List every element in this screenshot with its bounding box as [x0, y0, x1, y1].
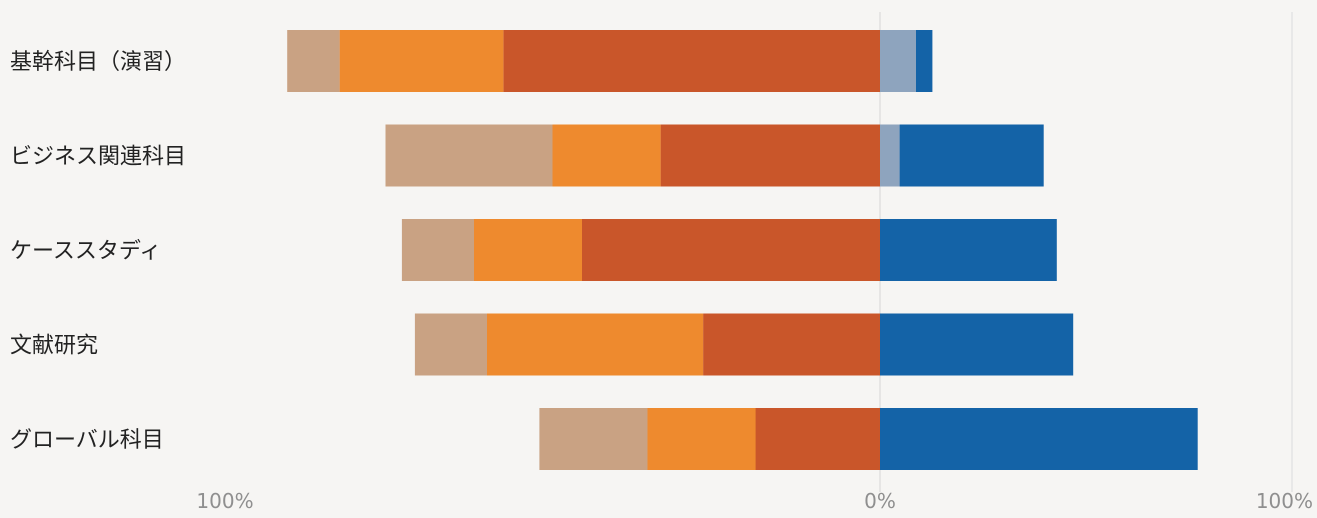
bar-segment-series-5: [899, 124, 1044, 187]
bar-segment-series-3: [539, 408, 648, 470]
bar-segment-series-2: [473, 219, 582, 281]
bar-segment-series-1: [582, 219, 880, 281]
bar-segment-series-1: [660, 124, 880, 187]
bar-segment-series-2: [339, 30, 504, 92]
x-tick-label: 100%: [196, 489, 253, 513]
x-tick-labels: 100% 0% 100%: [196, 489, 1313, 513]
category-label: 文献研究: [10, 334, 98, 359]
bars-group: [287, 30, 1198, 470]
bar-segment-series-3: [401, 219, 474, 281]
bar-segment-series-1: [503, 30, 880, 92]
bar-segment-series-2: [487, 313, 704, 376]
bar-segment-series-3: [287, 30, 340, 92]
bar-segment-series-4: [880, 30, 916, 92]
bar-segment-series-5: [880, 313, 1074, 376]
bar-segment-series-2: [552, 124, 661, 187]
bar-segment-series-5: [880, 219, 1057, 281]
bar-segment-series-3: [414, 313, 487, 376]
bar-segment-series-5: [916, 30, 933, 92]
x-tick-label: 100%: [1256, 489, 1313, 513]
bar-segment-series-1: [755, 408, 880, 470]
category-label: ビジネス関連科目: [10, 145, 186, 170]
bar-segment-series-1: [703, 313, 880, 376]
bar-segment-series-3: [385, 124, 553, 187]
category-label: グローバル科目: [10, 428, 164, 453]
bar-segment-series-5: [880, 408, 1198, 470]
x-tick-label: 0%: [864, 489, 896, 513]
category-label: ケーススタディ: [10, 239, 161, 264]
bar-segment-series-2: [647, 408, 756, 470]
bar-segment-series-4: [880, 124, 900, 187]
category-label: 基幹科目（演習）: [10, 50, 186, 75]
